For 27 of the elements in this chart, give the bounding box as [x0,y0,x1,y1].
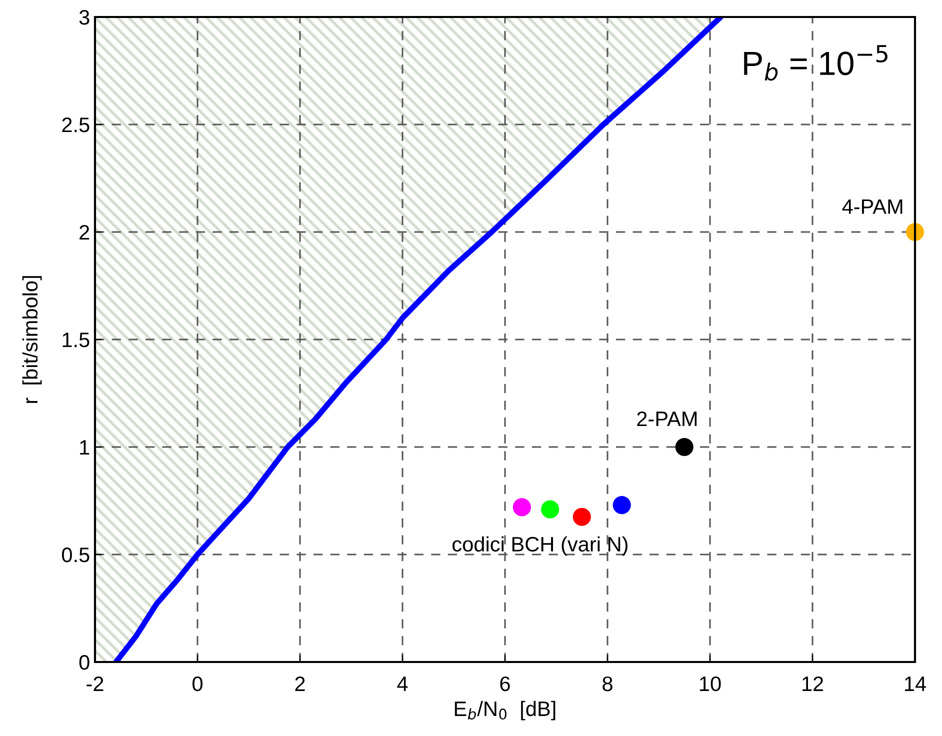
x-tick-label: 6 [500,676,510,692]
point [675,438,694,456]
y-tick-label: 1.5 [62,332,90,348]
y-tick-label: 3 [79,10,90,25]
x-tick-label: 10 [700,676,721,692]
annotation: 2-PAM [637,411,697,426]
point [572,508,591,526]
annotation: P$_{b}$ = 10$^{−5}$ [744,45,888,81]
x-tick-label: 4 [397,676,408,691]
x-tick-label: 2 [295,676,305,691]
annotation: 4-PAM [842,199,902,214]
x-tick-label: 12 [802,676,824,691]
x-tick-label: 8 [602,676,612,692]
x-axis-title: E$_{b}$/N$_{0}$ [dB] [454,700,556,720]
y-tick-label: 0 [79,655,90,670]
point [612,496,631,514]
y-tick-label: 2.5 [62,118,90,132]
y-tick-label: 0.5 [62,548,90,562]
y-axis-title: r [bit/simbolo] [22,276,42,403]
x-tick-label: 0 [192,676,202,692]
point [541,500,560,518]
x-tick-label: -2 [86,676,104,691]
x-tick-label: 14 [905,676,926,691]
annotation: codici BCH (vari N) [452,536,628,556]
y-tick-label: 1 [80,440,90,455]
point [512,498,531,516]
y-tick-label: 2 [80,225,90,240]
